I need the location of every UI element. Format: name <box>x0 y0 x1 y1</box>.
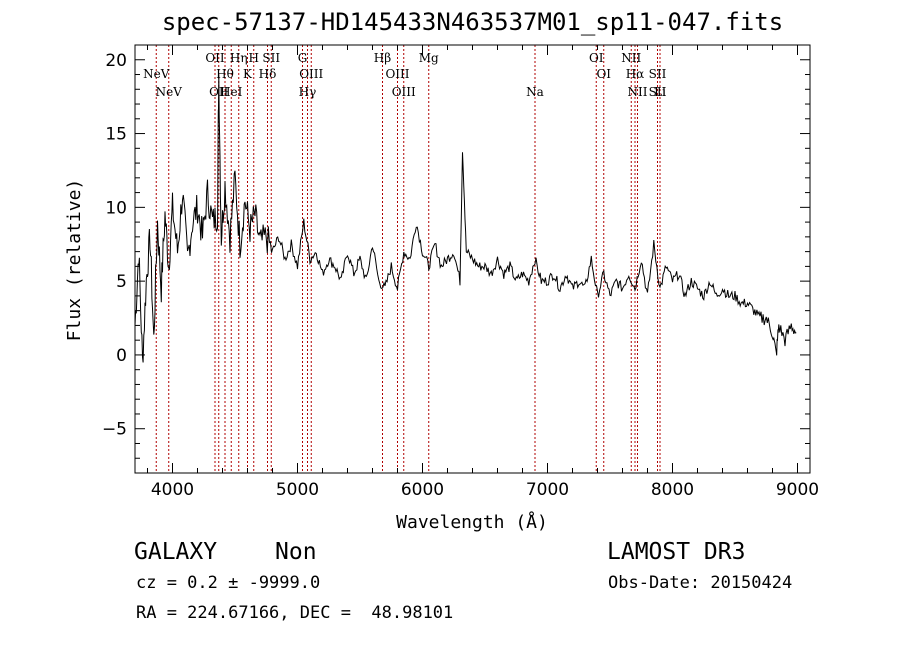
spectrum-layer <box>134 74 797 363</box>
line-label-0-4: Hβ <box>374 51 391 65</box>
line-markers <box>155 45 661 473</box>
line-label-1-7: Hα <box>626 67 645 81</box>
line-label-0-1: Hη <box>230 51 248 65</box>
line-label-2-0: NeV <box>156 85 183 99</box>
line-label-0-3: G <box>298 51 308 65</box>
y-axis-label: Flux (relative) <box>64 179 85 342</box>
line-label-2-7: NII <box>628 85 648 99</box>
y-axis-ticks: −5 0 5 10 15 20 <box>102 44 810 459</box>
line-label-0-5: Mg <box>419 51 439 65</box>
x-axis-label: Wavelength (Å) <box>396 511 548 533</box>
redshift-info: cz = 0.2 ± -9999.0 <box>136 573 321 593</box>
line-label-1-6: OI <box>596 67 611 81</box>
object-class: GALAXY <box>134 539 218 565</box>
x-tick-label-0: 4000 <box>151 480 194 500</box>
spectrum-line <box>134 74 797 363</box>
line-label-2-5: OIII <box>392 85 416 99</box>
x-tick-label-3: 7000 <box>526 480 569 500</box>
line-label-0-2: H <box>249 51 259 65</box>
line-label-1-0: NeV <box>143 67 170 81</box>
line-label-1-1: Hθ <box>216 67 234 81</box>
y-tick-label-0: −5 <box>102 420 127 440</box>
line-label-1-2: K <box>243 67 253 81</box>
x-tick-label-4: 8000 <box>651 480 694 500</box>
coordinates-info: RA = 224.67166, DEC = 48.98101 <box>136 603 454 623</box>
line-label-2-6: Na <box>526 85 544 99</box>
line-label-2-3: SII <box>649 85 667 99</box>
y-tick-label-1: 0 <box>116 346 127 366</box>
line-label-1-5: OIII <box>385 67 409 81</box>
y-tick-label-2: 5 <box>116 272 127 292</box>
line-label-1-8: SII <box>649 67 667 81</box>
y-tick-label-5: 20 <box>105 51 127 71</box>
y-tick-label-3: 10 <box>105 198 127 218</box>
x-tick-label-2: 6000 <box>401 480 444 500</box>
line-label-0-8: SII <box>262 51 280 65</box>
line-label-0-6: OI <box>589 51 604 65</box>
line-label-1-3: Hδ <box>259 67 277 81</box>
survey-name: LAMOST DR3 <box>607 539 746 565</box>
y-tick-label-4: 15 <box>105 125 127 145</box>
line-label-0-0: OII <box>205 51 225 65</box>
line-label-2-4: Hγ <box>299 85 317 99</box>
object-subclass: Non <box>275 539 317 565</box>
x-axis-ticks: 4000 5000 6000 7000 8000 9000 <box>147 45 819 500</box>
chart-title: spec-57137-HD145433N463537M01_sp11-047.f… <box>161 8 784 36</box>
x-tick-label-5: 9000 <box>776 480 819 500</box>
line-label-2-2: HeI <box>220 85 243 99</box>
line-label-0-7: NII <box>621 51 641 65</box>
line-label-2-8: Li <box>654 85 666 99</box>
observation-date: Obs-Date: 20150424 <box>608 573 793 593</box>
line-label-1-4: OIII <box>299 67 323 81</box>
x-tick-label-1: 5000 <box>276 480 319 500</box>
